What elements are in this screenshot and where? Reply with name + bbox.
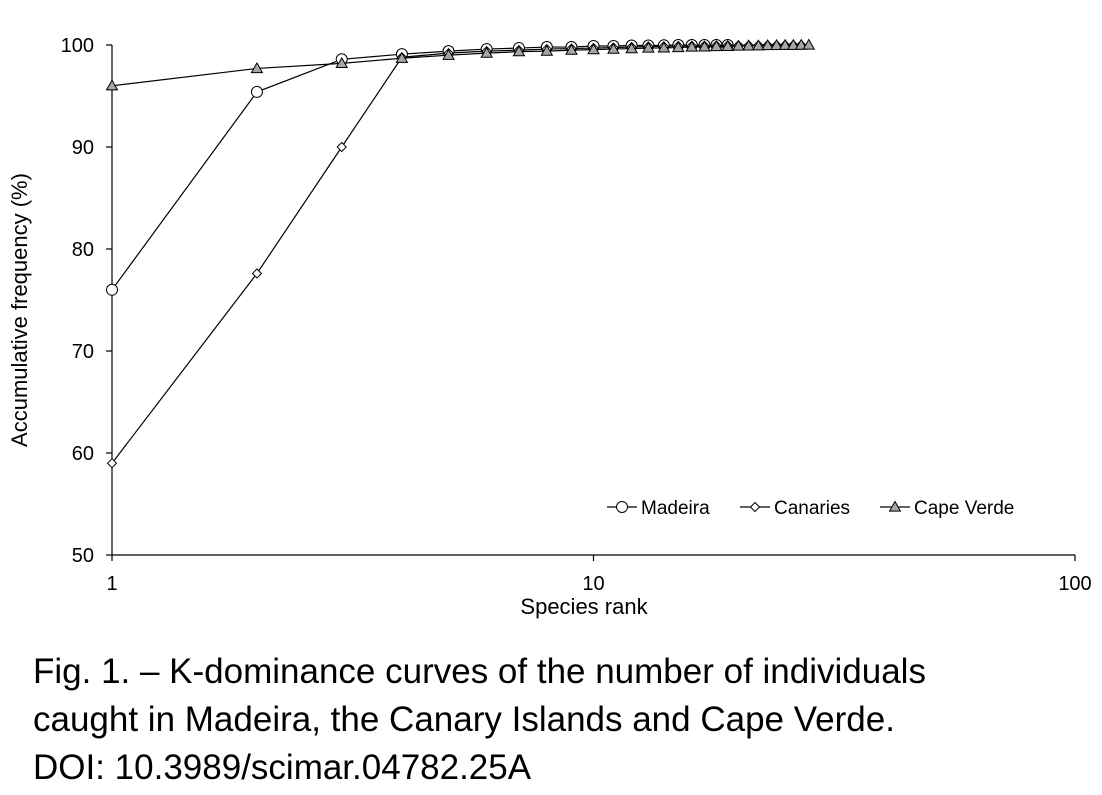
caption-line-3: DOI: 10.3989/scimar.04782.25A bbox=[33, 748, 532, 787]
legend-item-cape-verde: Cape Verde bbox=[880, 498, 1014, 519]
point-cape-verde bbox=[761, 39, 775, 51]
y-tick-label: 90 bbox=[72, 137, 94, 159]
legend-label: Madeira bbox=[641, 498, 710, 519]
point-cape-verde bbox=[710, 40, 723, 52]
point-cape-verde bbox=[105, 79, 119, 91]
legend-item-canaries: Canaries bbox=[740, 498, 850, 519]
caption-line-1: Fig. 1. – K-dominance curves of the numb… bbox=[33, 652, 926, 691]
y-tick-label: 50 bbox=[72, 545, 94, 567]
point-cape-verde bbox=[625, 42, 638, 54]
point-cape-verde bbox=[685, 40, 699, 52]
legend-marker-cape-verde bbox=[888, 500, 902, 512]
axes bbox=[111, 45, 1075, 556]
point-cape-verde bbox=[395, 51, 409, 63]
point-cape-verde bbox=[794, 38, 808, 50]
point-cape-verde bbox=[698, 40, 711, 52]
y-tick-label: 60 bbox=[72, 443, 94, 465]
point-canaries bbox=[251, 268, 263, 279]
series-line-cape-verde bbox=[111, 44, 809, 87]
series-madeira bbox=[106, 39, 734, 296]
point-cape-verde bbox=[480, 46, 494, 58]
point-madeira bbox=[250, 85, 263, 98]
point-cape-verde bbox=[802, 38, 816, 50]
point-cape-verde bbox=[752, 39, 765, 51]
figure-caption: Fig. 1. – K-dominance curves of the numb… bbox=[33, 648, 1093, 792]
point-cape-verde bbox=[642, 41, 655, 53]
legend-label: Canaries bbox=[774, 498, 850, 519]
point-cape-verde bbox=[607, 42, 620, 54]
point-cape-verde bbox=[742, 39, 756, 51]
point-cape-verde bbox=[721, 39, 735, 51]
point-madeira bbox=[106, 283, 118, 296]
series-cape-verde bbox=[105, 38, 816, 91]
caption-line-2: caught in Madeira, the Canary Islands an… bbox=[33, 700, 895, 739]
point-cape-verde bbox=[442, 48, 455, 60]
legend-item-madeira: Madeira bbox=[607, 498, 710, 519]
y-tick-label: 100 bbox=[61, 35, 94, 57]
point-canaries bbox=[106, 457, 118, 469]
legend-label: Cape Verde bbox=[914, 498, 1014, 519]
y-axis-title: Accumulative frequency (%) bbox=[7, 173, 32, 447]
y-ticks: 50 60 70 80 90 100 bbox=[61, 35, 112, 567]
y-tick-label: 70 bbox=[72, 341, 94, 363]
point-cape-verde bbox=[335, 56, 349, 68]
point-cape-verde bbox=[587, 43, 600, 55]
legend: Madeira Canaries Cape Verde bbox=[607, 498, 1014, 519]
point-canaries bbox=[336, 141, 347, 153]
x-tick-label: 100 bbox=[1058, 573, 1091, 595]
point-cape-verde bbox=[770, 38, 783, 51]
point-cape-verde bbox=[540, 44, 554, 56]
x-axis-title: Species rank bbox=[520, 594, 648, 619]
x-tick-label: 1 bbox=[106, 573, 117, 595]
series-line-canaries bbox=[111, 44, 802, 464]
legend-marker-madeira bbox=[616, 501, 628, 513]
y-tick-label: 80 bbox=[72, 239, 94, 261]
point-cape-verde bbox=[657, 41, 671, 53]
series-layer bbox=[105, 38, 816, 469]
point-cape-verde bbox=[565, 43, 578, 55]
point-cape-verde bbox=[732, 39, 745, 51]
series-canaries bbox=[106, 39, 807, 469]
x-tick-label: 10 bbox=[582, 573, 604, 595]
legend-marker-canaries bbox=[749, 501, 761, 513]
point-cape-verde bbox=[786, 38, 800, 50]
point-cape-verde bbox=[778, 38, 792, 50]
x-ticks: 1 10 100 bbox=[106, 555, 1092, 595]
series-line-madeira bbox=[111, 44, 728, 291]
point-cape-verde bbox=[512, 45, 526, 57]
point-cape-verde bbox=[671, 41, 685, 53]
point-cape-verde bbox=[250, 61, 264, 74]
